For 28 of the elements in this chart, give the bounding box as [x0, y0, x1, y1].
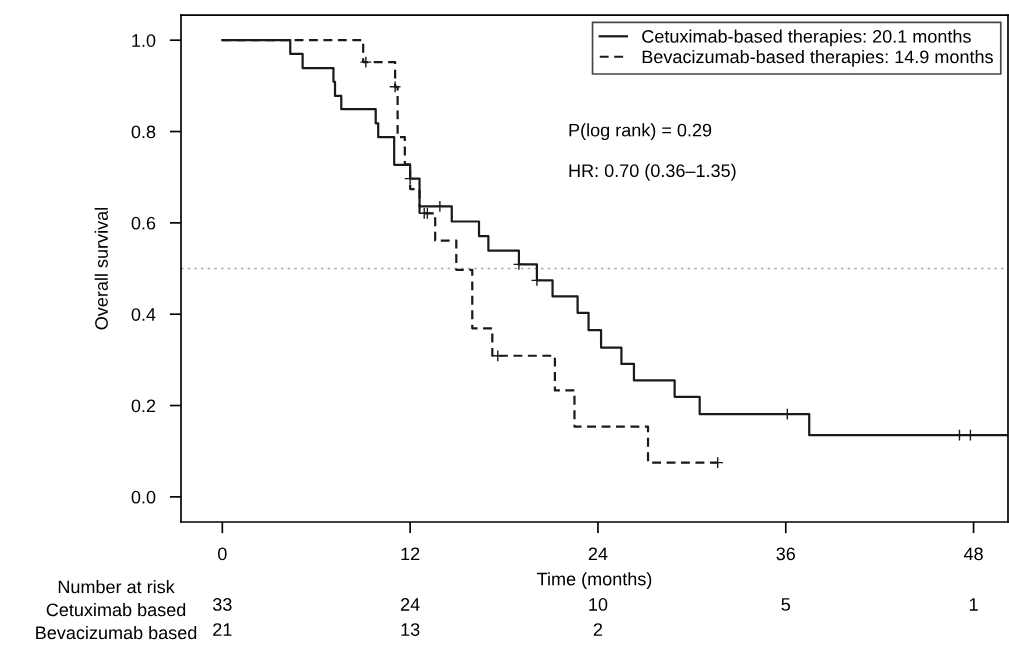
x-tick-label: 48	[963, 547, 983, 561]
x-tick-label: 24	[588, 547, 608, 561]
y-tick-label: 1.0	[132, 34, 156, 47]
y-tick-label: 0.4	[131, 308, 156, 321]
y-axis-title: Overall survival	[94, 208, 108, 330]
text: Number at risk	[58, 580, 175, 594]
annotation: P(log rank) = 0.29	[569, 123, 712, 141]
y-tick-label: 0.2	[131, 399, 156, 413]
text: 2	[593, 623, 603, 636]
text: Cetuximab based	[46, 602, 186, 617]
y-tick-label: 0.6	[131, 216, 156, 230]
text: 10	[589, 598, 608, 611]
legend-label: Cetuximab-based therapies: 20.1 months	[642, 29, 971, 47]
text: 33	[212, 598, 232, 611]
text: 5	[781, 598, 791, 611]
legend-label: Bevacizumab-based therapies: 14.9 months	[642, 49, 993, 67]
annotation: HR: 0.70 (0.36–1.35)	[569, 163, 736, 181]
y-tick-label: 0.0	[131, 490, 156, 504]
y-tick-label: 0.8	[131, 125, 156, 139]
x-tick-label: 0	[218, 547, 227, 561]
x-tick-label: 36	[776, 547, 795, 561]
text: 13	[401, 623, 420, 636]
x-tick-label: 12	[401, 547, 420, 561]
text: Bevacizumab based	[36, 625, 197, 640]
text: 1	[969, 598, 978, 611]
text: 24	[401, 598, 420, 611]
text: 21	[213, 623, 232, 636]
x-axis-title: Time (months)	[537, 572, 652, 589]
